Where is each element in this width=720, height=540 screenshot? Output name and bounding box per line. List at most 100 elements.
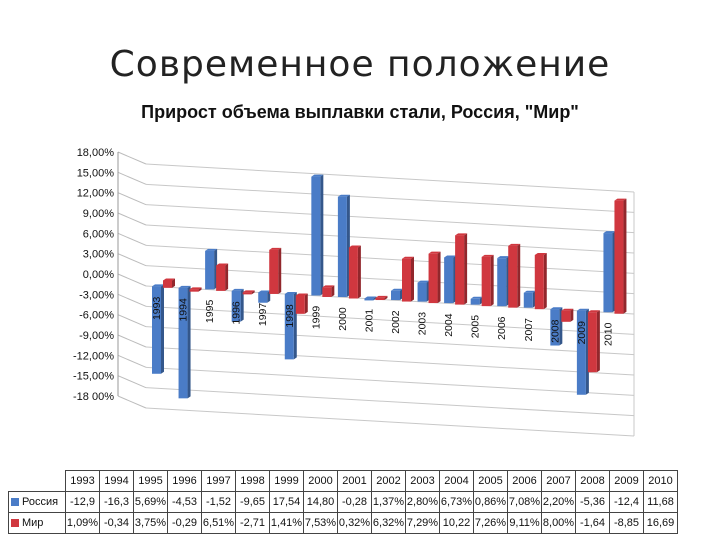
bar-world: [428, 253, 438, 304]
row-label-text: Мир: [22, 517, 44, 529]
bar-world-side: [596, 310, 600, 373]
table-cell: -12,4: [609, 491, 644, 513]
bar-world-top: [375, 295, 388, 298]
bar-world: [242, 292, 252, 295]
slide-title: Современное положение: [109, 44, 611, 85]
bar-world-top: [348, 245, 361, 248]
bar-world-top: [295, 293, 308, 296]
bar-russia: [364, 298, 374, 301]
bar-russia-top: [391, 288, 403, 291]
bar-world: [216, 265, 226, 291]
bar-world: [508, 245, 518, 308]
y-tick-label: 0,00%: [83, 269, 114, 281]
y-tick-label: 6,00%: [83, 228, 114, 240]
y-tick-label: -12,00%: [73, 350, 114, 362]
bar-world-side: [357, 245, 361, 299]
table-cell: 5,69%: [133, 491, 168, 513]
bar-world-side: [304, 293, 308, 314]
bar-world-side: [437, 251, 441, 304]
table-cell: 6,73%: [439, 491, 474, 513]
back-gridline: [145, 326, 635, 356]
bar-russia: [284, 293, 294, 360]
back-gridline: [145, 163, 635, 193]
bar-russia-top: [497, 256, 510, 259]
table-cell: -8,85: [609, 512, 644, 534]
table-cell: 0,86%: [473, 491, 508, 513]
table-header-year: 1994: [99, 470, 134, 492]
table-cell: -9,65: [235, 491, 270, 513]
bar-world-side: [490, 254, 494, 307]
table-header-year: 2005: [473, 470, 508, 492]
bar-world-top: [508, 243, 521, 246]
x-category-label: 2008: [549, 319, 561, 343]
table-cell: 0,32%: [337, 512, 372, 534]
bar-russia-side: [187, 285, 191, 399]
legend-swatch-russia: [11, 498, 19, 507]
table-cell: 7,26%: [473, 512, 508, 534]
table-header-year: 1996: [167, 470, 202, 492]
table-header-year: 1998: [235, 470, 270, 492]
side-gridline: [117, 334, 147, 348]
table-cell: 1,41%: [269, 512, 304, 534]
bar-world-side: [251, 290, 255, 295]
back-gridline: [145, 387, 635, 417]
bar-world: [189, 289, 199, 292]
bar-russia-top: [178, 285, 191, 288]
bar-russia-side: [161, 284, 164, 374]
x-category-label: 1999: [310, 306, 322, 330]
side-gridline: [117, 212, 147, 226]
side-gridline: [117, 395, 147, 409]
bar-russia-top: [284, 291, 297, 294]
table-cell: 6,32%: [371, 512, 406, 534]
bar-world-top: [614, 198, 627, 201]
table-cell: -1,52: [201, 491, 236, 513]
side-gridline: [117, 354, 147, 368]
y-tick-label: -15,00%: [73, 371, 114, 383]
bar-russia: [258, 292, 268, 303]
table-cell: 17,54: [269, 491, 304, 513]
bar-russia-top: [523, 290, 536, 293]
table-cell: -0,34: [99, 512, 134, 534]
side-gridline: [117, 232, 147, 246]
table-cell: -0,28: [337, 491, 372, 513]
bar-russia-top: [470, 296, 483, 299]
table-cell: 3,75%: [133, 512, 168, 534]
bar-world-side: [278, 247, 282, 294]
bar-world: [587, 312, 597, 373]
bar-world: [561, 310, 571, 322]
bar-world-top: [322, 285, 335, 288]
bar-russia: [391, 290, 400, 301]
side-gridline: [117, 314, 147, 328]
table-cell: -0,29: [167, 512, 202, 534]
bar-world-side: [172, 278, 175, 288]
table-cell: 16,69: [643, 512, 678, 534]
bar-world-top: [587, 310, 600, 313]
bar-russia-top: [205, 248, 218, 251]
bar-world-side: [384, 295, 388, 301]
bar-russia-side: [320, 174, 324, 296]
table-header-year: 1997: [201, 470, 236, 492]
table-cell: 10,22: [439, 512, 474, 534]
bar-world-top: [189, 287, 202, 290]
table-cell: 9,11%: [507, 512, 542, 534]
table-header-year: 2006: [507, 470, 542, 492]
table-cell: 6,51%: [201, 512, 236, 534]
back-gridline: [145, 346, 635, 376]
table-cell: 11,68: [643, 491, 678, 513]
table-cell: 7,08%: [507, 491, 542, 513]
bar-world: [269, 249, 279, 294]
bar-russia: [205, 250, 215, 290]
y-tick-label: -9,00%: [79, 330, 114, 342]
bar-world-side: [331, 285, 335, 297]
side-gridline: [117, 192, 147, 206]
table-header-year: 2001: [337, 470, 372, 492]
bar-world-side: [225, 263, 229, 291]
bar-russia: [178, 287, 188, 399]
table-header-row: 1993 1994 1995 1996 1997 1998 1999 2000 2001 2002…: [9, 470, 678, 492]
x-category-label: 2003: [417, 312, 429, 336]
x-category-label: 1995: [204, 300, 216, 324]
bar-world: [348, 247, 358, 299]
bar-world-top: [481, 254, 494, 257]
table-row-label: Россия: [8, 491, 66, 513]
table-header-year: 2000: [303, 470, 338, 492]
